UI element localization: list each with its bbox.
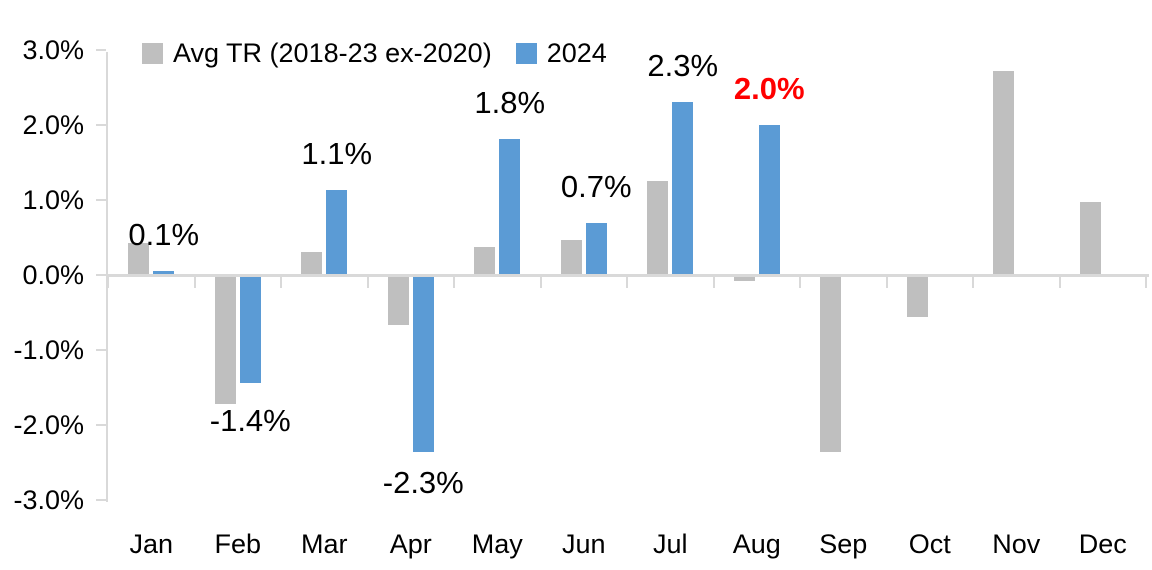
bar-2024-jun — [585, 223, 607, 277]
x-axis-zero-line — [108, 274, 1149, 277]
bar-2024-jul — [672, 101, 694, 277]
bar-2024-mar — [326, 190, 348, 277]
chart-legend: Avg TR (2018-23 ex-2020) 2024 — [142, 38, 607, 68]
x-label-jun: Jun — [561, 529, 606, 559]
data-label-jan: 0.1% — [128, 217, 200, 253]
bar-avg-jan — [128, 242, 150, 277]
data-label-jul: 2.3% — [647, 47, 719, 83]
x-label-aug: Aug — [732, 529, 781, 559]
y-tick-label-30: 3.0% — [22, 35, 84, 65]
data-label-jun: 0.7% — [560, 169, 632, 205]
bar-avg-mar — [301, 251, 323, 277]
x-tick — [885, 274, 888, 288]
x-label-jul: Jul — [652, 529, 688, 559]
bar-2024-may — [499, 139, 521, 277]
data-label-aug: 2.0% — [733, 71, 805, 106]
y-tick — [96, 199, 106, 201]
y-tick-label-20: 2.0% — [22, 110, 84, 140]
x-label-nov: Nov — [992, 529, 1041, 559]
x-tick — [280, 274, 282, 288]
y-tick — [96, 349, 106, 351]
y-tick-label--10: -1.0% — [13, 335, 84, 365]
y-tick — [96, 49, 106, 51]
x-label-apr: Apr — [389, 529, 432, 559]
y-tick-label--20: -2.0% — [13, 410, 84, 440]
bar-avg-feb — [214, 275, 236, 404]
x-label-may: May — [471, 529, 523, 559]
x-tick — [366, 274, 369, 288]
x-tick — [799, 274, 801, 288]
x-tick — [626, 274, 628, 288]
bar-avg-jun — [560, 239, 582, 277]
y-tick — [96, 499, 106, 501]
bar-2024-aug — [758, 125, 780, 277]
x-label-dec: Dec — [1078, 529, 1127, 559]
data-label-mar: 1.1% — [301, 136, 373, 172]
data-label-may: 1.8% — [474, 85, 546, 121]
bar-avg-apr — [387, 275, 409, 326]
y-tick-label-00: 0.0% — [22, 260, 84, 290]
legend-item-avg-tr: Avg TR (2018-23 ex-2020) — [142, 38, 492, 68]
legend-item-2024: 2024 — [515, 38, 607, 68]
x-tick — [107, 274, 109, 288]
x-label-sep: Sep — [819, 529, 868, 559]
x-tick — [712, 274, 715, 288]
bar-avg-may — [474, 247, 496, 277]
legend-label-avg-tr: Avg TR (2018-23 ex-2020) — [173, 38, 492, 68]
bar-avg-jul — [647, 181, 669, 277]
x-tick — [539, 274, 542, 288]
data-label-feb: -1.4% — [209, 403, 291, 438]
y-tick — [96, 424, 106, 426]
bar-avg-dec — [1079, 202, 1101, 277]
y-tick — [96, 274, 106, 276]
legend-label-2024: 2024 — [546, 38, 607, 68]
x-tick — [972, 274, 974, 288]
x-tick — [1145, 274, 1147, 288]
data-label-apr: -2.3% — [382, 465, 464, 500]
bar-2024-apr — [412, 275, 434, 452]
x-label-oct: Oct — [908, 529, 951, 559]
y-tick-label--30: -3.0% — [13, 485, 84, 515]
x-label-feb: Feb — [214, 529, 262, 559]
bar-avg-sep — [820, 275, 842, 452]
legend-swatch-avg-tr — [142, 42, 163, 64]
x-tick — [193, 274, 196, 288]
x-label-jan: Jan — [129, 529, 174, 559]
legend-swatch-2024 — [515, 42, 537, 64]
bar-avg-oct — [906, 275, 928, 317]
bar-2024-feb — [239, 275, 261, 383]
y-tick-label-10: 1.0% — [22, 185, 84, 215]
y-tick — [96, 124, 106, 126]
x-tick — [453, 274, 455, 288]
bar-avg-aug — [733, 275, 755, 281]
bar-avg-nov — [993, 71, 1015, 277]
x-label-mar: Mar — [301, 529, 348, 559]
x-tick — [1058, 274, 1061, 288]
